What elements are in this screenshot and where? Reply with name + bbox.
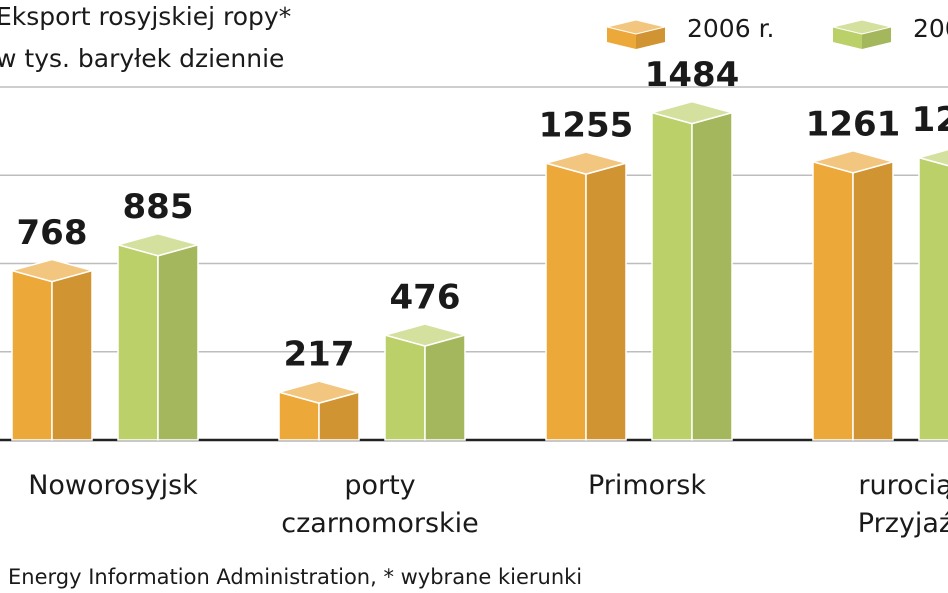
bar-left-face: [117, 243, 159, 441]
value-label: 768: [17, 213, 88, 253]
bar: [382, 323, 468, 441]
bar: [9, 258, 95, 441]
bar-left-face: [812, 160, 854, 441]
legend-top: [606, 19, 666, 35]
chart-title: Eksport rosyjskiej ropy*: [0, 2, 291, 31]
bar-right-face: [51, 269, 93, 441]
bar: [276, 380, 362, 441]
x-tick-label: Primorsk: [587, 470, 707, 501]
x-tick-label: Noworosyjsk: [28, 470, 198, 501]
bar-right-face: [852, 160, 894, 441]
value-label: 885: [123, 187, 194, 227]
value-label: 476: [390, 277, 461, 317]
bar: [543, 151, 629, 441]
bar-left-face: [651, 111, 693, 441]
chart-subtitle: w tys. baryłek dziennie: [0, 44, 284, 73]
value-label: 1484: [645, 55, 740, 95]
bar: [916, 148, 948, 441]
bar-left-face: [384, 333, 426, 441]
bar-right-face: [691, 111, 733, 441]
legend-swatch: [832, 19, 892, 49]
bar-right-face: [585, 162, 627, 441]
x-tick-label: porty czarnomorskie: [281, 470, 479, 539]
value-label: 1261: [806, 104, 901, 144]
bar-top-face: [916, 148, 948, 167]
value-label: 217: [284, 335, 355, 375]
legend-label: 2007 r.: [913, 14, 948, 43]
bar-top-face: [649, 100, 735, 125]
x-tick-label: rurociąg Przyjaźń: [857, 470, 948, 539]
bar-right-face: [424, 333, 466, 441]
bar-top-face: [9, 258, 95, 283]
legend-swatch: [606, 19, 666, 49]
bar: [810, 150, 896, 441]
legend-label: 2006 r.: [687, 14, 775, 43]
bar: [649, 100, 735, 441]
bar-top-face: [810, 150, 896, 174]
bar-top-face: [276, 380, 362, 404]
bar-left-face: [918, 156, 948, 441]
bar-top-face: [382, 323, 468, 347]
bar-left-face: [11, 269, 53, 441]
bar-left-face: [545, 162, 587, 441]
bar-right-face: [157, 243, 199, 441]
value-label: 1280: [912, 100, 948, 140]
bar-top-face: [543, 151, 629, 175]
source: Energy Information Administration, * wyb…: [8, 565, 582, 589]
value-label: 1255: [539, 106, 634, 146]
bar: [115, 232, 201, 441]
bar-top-face: [115, 232, 201, 257]
legend-top: [832, 19, 892, 35]
